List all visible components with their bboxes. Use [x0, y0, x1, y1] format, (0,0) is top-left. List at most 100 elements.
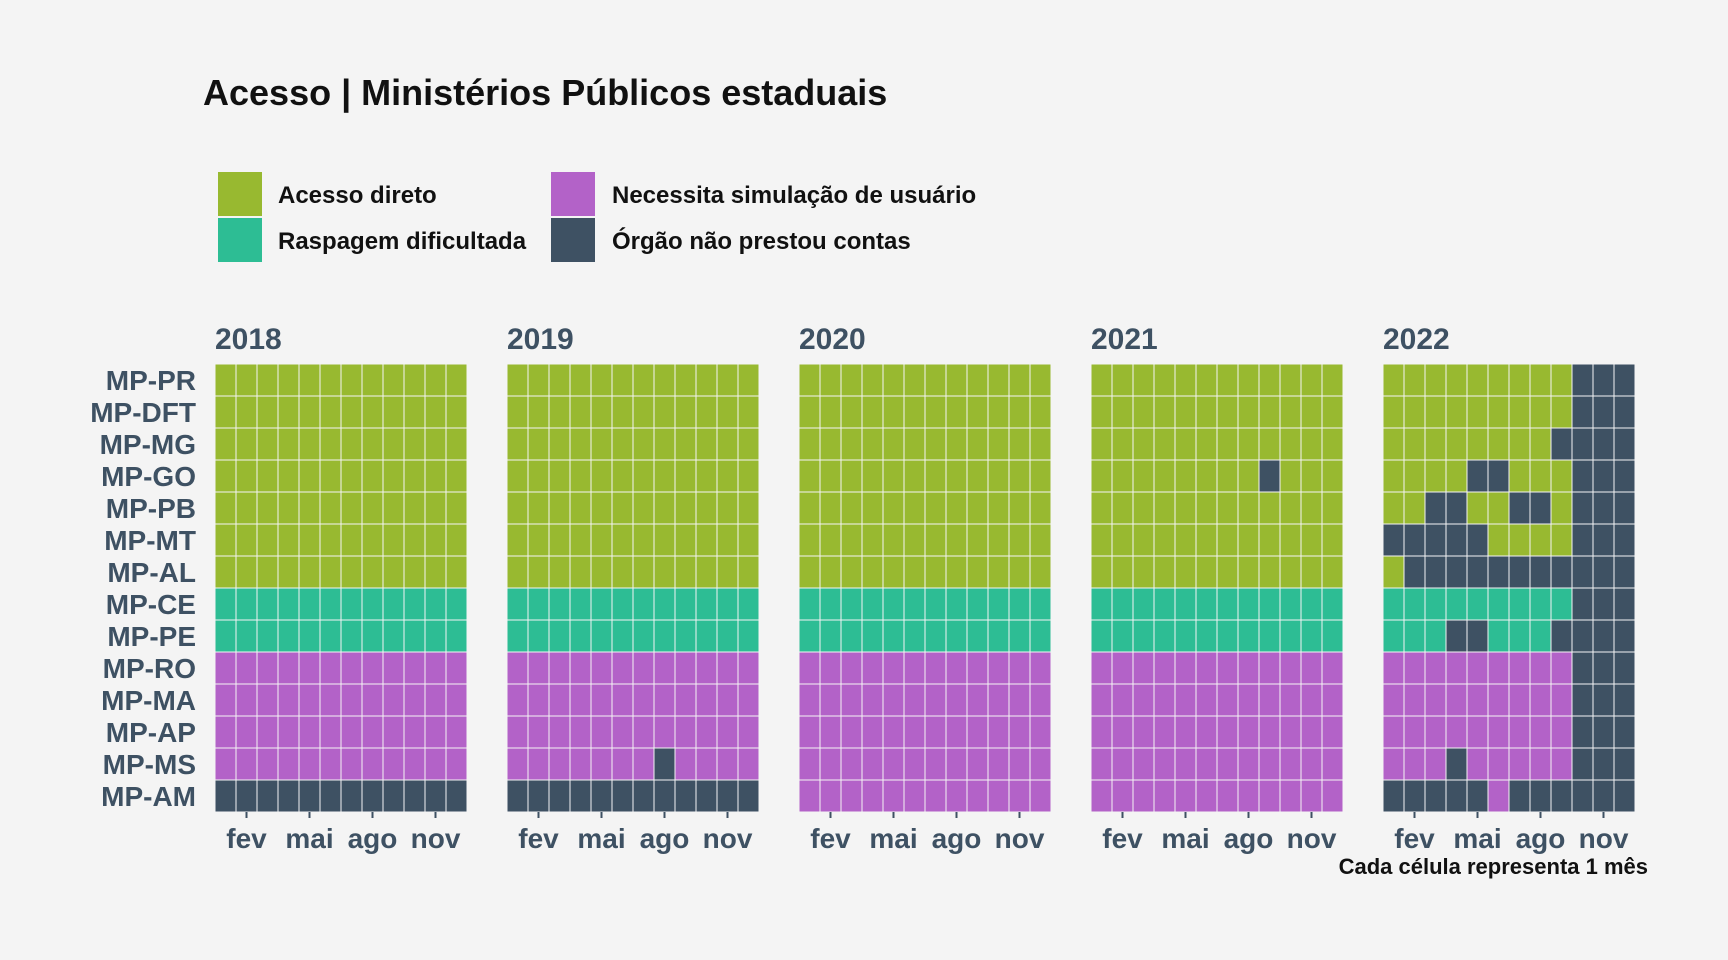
cell-2021-mp-mt-m3	[1132, 523, 1155, 557]
cell-2021-mp-go-m2	[1111, 459, 1134, 493]
cell-2019-mp-al-m10	[695, 555, 718, 589]
cell-2022-mp-ma-m7	[1508, 683, 1531, 717]
cell-2020-mp-ap-m11	[1008, 715, 1031, 749]
cell-2020-mp-ce-m4	[861, 587, 884, 621]
cell-2020-mp-mg-m9	[966, 427, 989, 461]
cell-2022-mp-pb-m9	[1550, 491, 1573, 525]
cell-2019-mp-al-m11	[716, 555, 739, 589]
cell-2019-mp-mt-m4	[569, 523, 592, 557]
cell-2022-mp-mg-m4	[1445, 427, 1468, 461]
cell-2022-mp-ap-m11	[1592, 715, 1615, 749]
cell-2018-mp-al-m12	[445, 555, 468, 589]
cell-2018-mp-ap-m6	[319, 715, 342, 749]
cell-2021-mp-go-m10	[1279, 459, 1302, 493]
cell-2022-mp-dft-m6	[1487, 395, 1510, 429]
cell-2018-mp-ro-m5	[298, 651, 321, 685]
cell-2021-mp-ma-m9	[1258, 683, 1281, 717]
cell-2018-mp-ap-m8	[361, 715, 384, 749]
cell-2020-mp-al-m8	[945, 555, 968, 589]
cell-2022-mp-ms-m11	[1592, 747, 1615, 781]
cell-2020-mp-ce-m10	[987, 587, 1010, 621]
cell-2018-mp-ms-m1	[214, 747, 237, 781]
cell-2021-mp-am-m8	[1237, 779, 1260, 813]
x-tick-label-2022-ago: ago	[1516, 823, 1566, 854]
cell-2020-mp-al-m4	[861, 555, 884, 589]
cell-2020-mp-go-m1	[798, 459, 821, 493]
cell-2019-mp-pb-m12	[737, 491, 760, 525]
cell-2018-mp-mg-m12	[445, 427, 468, 461]
cell-2022-mp-ms-m4	[1445, 747, 1468, 781]
cell-2020-mp-pr-m10	[987, 363, 1010, 397]
cell-2020-mp-ma-m6	[903, 683, 926, 717]
cell-2022-mp-go-m2	[1403, 459, 1426, 493]
cell-2022-mp-al-m8	[1529, 555, 1552, 589]
cell-2021-mp-pe-m1	[1090, 619, 1113, 653]
cell-2021-mp-pe-m7	[1216, 619, 1239, 653]
cell-2022-mp-go-m6	[1487, 459, 1510, 493]
cell-2019-mp-ms-m12	[737, 747, 760, 781]
cell-2022-mp-am-m5	[1466, 779, 1489, 813]
cell-2018-mp-dft-m6	[319, 395, 342, 429]
cell-2022-mp-mt-m4	[1445, 523, 1468, 557]
cell-2020-mp-mt-m9	[966, 523, 989, 557]
cell-2022-mp-al-m3	[1424, 555, 1447, 589]
cell-2020-mp-pb-m4	[861, 491, 884, 525]
cell-2021-mp-ce-m1	[1090, 587, 1113, 621]
cell-2022-mp-mg-m10	[1571, 427, 1594, 461]
cell-2018-mp-ce-m10	[403, 587, 426, 621]
panel-title-2018: 2018	[215, 323, 282, 356]
cell-2022-mp-pr-m5	[1466, 363, 1489, 397]
cell-2021-mp-ce-m10	[1279, 587, 1302, 621]
cell-2020-mp-dft-m11	[1008, 395, 1031, 429]
cell-2022-mp-pe-m9	[1550, 619, 1573, 653]
cell-2020-mp-al-m7	[924, 555, 947, 589]
cell-2021-mp-am-m10	[1279, 779, 1302, 813]
cell-2020-mp-dft-m1	[798, 395, 821, 429]
cell-2021-mp-al-m12	[1321, 555, 1344, 589]
cell-2022-mp-pb-m12	[1613, 491, 1636, 525]
cell-2022-mp-pb-m6	[1487, 491, 1510, 525]
cell-2018-mp-mt-m7	[340, 523, 363, 557]
cell-2021-mp-go-m8	[1237, 459, 1260, 493]
cell-2019-mp-go-m11	[716, 459, 739, 493]
cell-2019-mp-ro-m1	[506, 651, 529, 685]
cell-2022-mp-pb-m5	[1466, 491, 1489, 525]
cell-2018-mp-pr-m3	[256, 363, 279, 397]
cell-2021-mp-pe-m5	[1174, 619, 1197, 653]
cell-2020-mp-ro-m8	[945, 651, 968, 685]
cell-2020-mp-ma-m8	[945, 683, 968, 717]
cell-2020-mp-pe-m4	[861, 619, 884, 653]
cell-2021-mp-dft-m7	[1216, 395, 1239, 429]
cell-2018-mp-dft-m2	[235, 395, 258, 429]
legend-swatch-raspagem-dificultada	[218, 218, 262, 262]
cell-2019-mp-pe-m11	[716, 619, 739, 653]
cell-2022-mp-pe-m3	[1424, 619, 1447, 653]
cell-2022-mp-pr-m12	[1613, 363, 1636, 397]
cell-2022-mp-ma-m9	[1550, 683, 1573, 717]
cell-2021-mp-mg-m10	[1279, 427, 1302, 461]
cell-2021-mp-am-m4	[1153, 779, 1176, 813]
cell-2022-mp-ro-m9	[1550, 651, 1573, 685]
cell-2022-mp-pb-m3	[1424, 491, 1447, 525]
cell-2020-mp-ro-m3	[840, 651, 863, 685]
cell-2018-mp-am-m5	[298, 779, 321, 813]
cell-2018-mp-pr-m4	[277, 363, 300, 397]
cell-2020-mp-pe-m5	[882, 619, 905, 653]
cell-2021-mp-pb-m3	[1132, 491, 1155, 525]
cell-2018-mp-pb-m9	[382, 491, 405, 525]
cell-2021-mp-pr-m9	[1258, 363, 1281, 397]
cell-2019-mp-ap-m6	[611, 715, 634, 749]
cell-2022-mp-am-m11	[1592, 779, 1615, 813]
cell-2020-mp-ap-m5	[882, 715, 905, 749]
cell-2022-mp-ma-m12	[1613, 683, 1636, 717]
cell-2022-mp-pe-m5	[1466, 619, 1489, 653]
cell-2022-mp-pe-m8	[1529, 619, 1552, 653]
cell-2022-mp-ms-m5	[1466, 747, 1489, 781]
cell-2022-mp-ma-m5	[1466, 683, 1489, 717]
cell-2020-mp-pb-m3	[840, 491, 863, 525]
cell-2021-mp-mt-m7	[1216, 523, 1239, 557]
cell-2018-mp-pb-m3	[256, 491, 279, 525]
cell-2020-mp-pe-m10	[987, 619, 1010, 653]
cell-2022-mp-dft-m10	[1571, 395, 1594, 429]
cell-2018-mp-ma-m11	[424, 683, 447, 717]
